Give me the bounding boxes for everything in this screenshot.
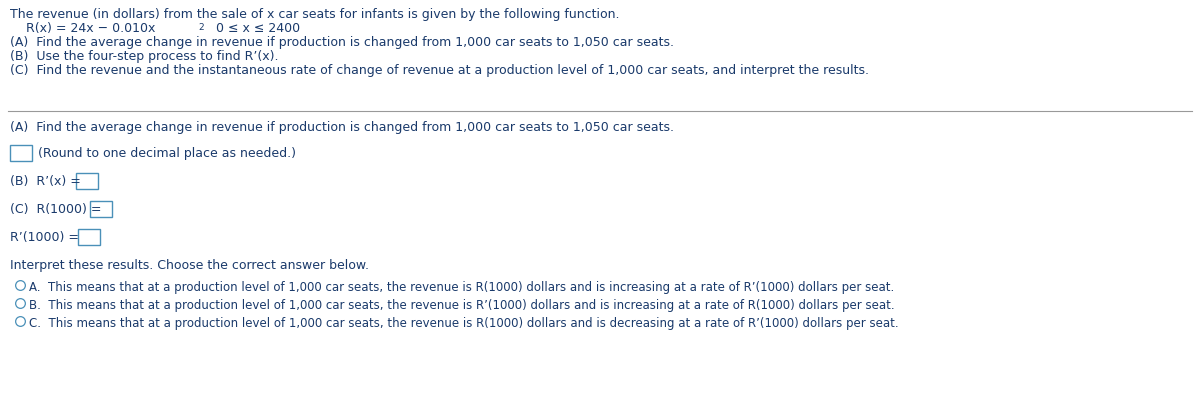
Text: R(x) = 24x − 0.010x: R(x) = 24x − 0.010x [10,22,155,35]
Text: B.  This means that at a production level of 1,000 car seats, the revenue is R’(: B. This means that at a production level… [29,299,895,312]
Text: (Round to one decimal place as needed.): (Round to one decimal place as needed.) [38,146,296,159]
Text: (B)  Use the four-step process to find R’(x).: (B) Use the four-step process to find R’… [10,50,278,63]
Text: R’(1000) =: R’(1000) = [10,231,79,244]
Text: 0 ≤ x ≤ 2400: 0 ≤ x ≤ 2400 [204,22,300,35]
Text: C.  This means that at a production level of 1,000 car seats, the revenue is R(1: C. This means that at a production level… [29,317,899,330]
Text: (A)  Find the average change in revenue if production is changed from 1,000 car : (A) Find the average change in revenue i… [10,121,674,134]
Text: A.  This means that at a production level of 1,000 car seats, the revenue is R(1: A. This means that at a production level… [29,281,894,294]
Text: The revenue (in dollars) from the sale of x car seats for infants is given by th: The revenue (in dollars) from the sale o… [10,8,619,21]
Text: (B)  R’(x) =: (B) R’(x) = [10,175,80,188]
Bar [76,173,98,189]
Text: Interpret these results. Choose the correct answer below.: Interpret these results. Choose the corr… [10,259,370,272]
Bar [10,145,32,161]
Text: (C)  R(1000) =: (C) R(1000) = [10,203,102,216]
Bar [90,201,112,217]
Text: (A)  Find the average change in revenue if production is changed from 1,000 car : (A) Find the average change in revenue i… [10,36,674,49]
Bar [78,229,100,245]
Text: (C)  Find the revenue and the instantaneous rate of change of revenue at a produ: (C) Find the revenue and the instantaneo… [10,64,869,77]
Text: 2: 2 [198,23,204,32]
